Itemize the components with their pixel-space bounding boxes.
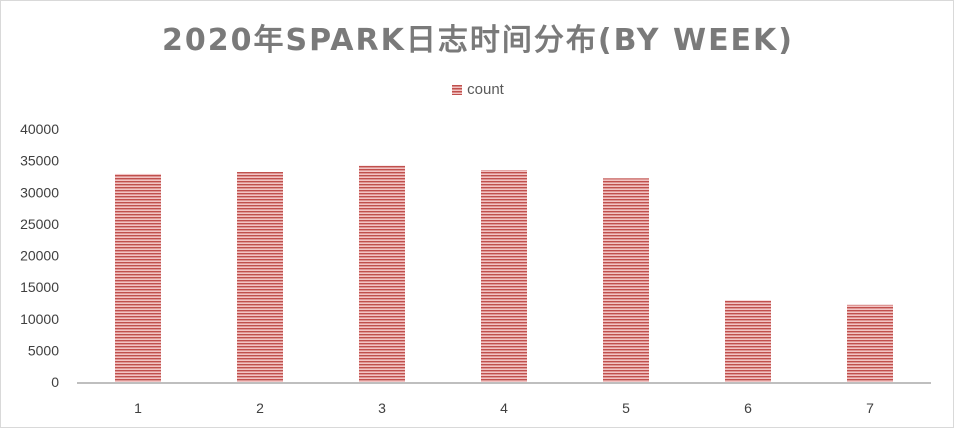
y-tick-label-35000: 35000 [20, 153, 59, 169]
bar-6 [725, 300, 771, 382]
x-tick-label-6: 6 [744, 400, 752, 416]
bars [115, 165, 893, 382]
y-tick-label-30000: 30000 [20, 184, 59, 200]
x-tick-label-5: 5 [622, 400, 630, 416]
bar-5 [603, 178, 649, 382]
x-tick-label-3: 3 [378, 400, 386, 416]
bar-7 [847, 304, 893, 382]
y-tick-label-25000: 25000 [20, 216, 59, 232]
x-axis: 1 2 3 4 5 6 7 [134, 400, 874, 416]
y-tick-label-20000: 20000 [20, 248, 59, 264]
chart-title: 2020年SPARK日志时间分布(BY WEEK) [161, 23, 795, 58]
bar-1 [115, 173, 161, 382]
x-tick-label-7: 7 [866, 400, 874, 416]
legend-swatch [452, 84, 463, 95]
y-tick-label-10000: 10000 [20, 311, 59, 327]
y-axis: 0 5000 10000 15000 20000 25000 30000 35000 40000 [20, 121, 59, 390]
y-tick-label-40000: 40000 [20, 121, 59, 137]
x-tick-label-2: 2 [256, 400, 264, 416]
y-tick-label-15000: 15000 [20, 279, 59, 295]
legend-label: count [467, 81, 504, 98]
x-tick-label-1: 1 [134, 400, 142, 416]
bar-2 [237, 172, 283, 382]
y-tick-label-0: 0 [51, 374, 59, 390]
y-tick-label-5000: 5000 [28, 342, 59, 358]
x-tick-label-4: 4 [500, 400, 508, 416]
legend: count [1, 81, 954, 98]
bar-3 [359, 165, 405, 382]
bar-4 [481, 170, 527, 382]
